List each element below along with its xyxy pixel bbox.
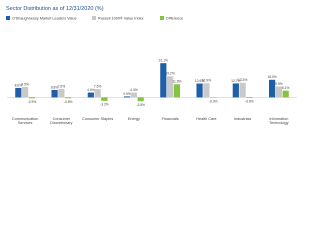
bar <box>239 82 246 98</box>
value-label: 9.5% <box>21 82 29 86</box>
value-label: 0.9% <box>123 92 131 96</box>
bar <box>196 83 203 98</box>
bar <box>275 86 282 98</box>
bar <box>282 90 289 98</box>
bar <box>22 86 29 98</box>
bar <box>51 89 58 98</box>
value-label: 4.4% <box>87 88 95 92</box>
value-label: -0.8% <box>64 100 73 104</box>
bar <box>246 97 253 99</box>
legend-swatch <box>160 16 164 20</box>
value-label: 12.6% <box>195 79 204 83</box>
bar <box>101 97 108 101</box>
value-label: -0.3% <box>209 99 218 103</box>
x-tick-label: Energy <box>127 117 140 121</box>
bar <box>203 83 210 98</box>
value-label: -0.6% <box>245 100 254 104</box>
value-label: 13.3% <box>238 78 247 82</box>
value-label: 12.9% <box>202 79 211 83</box>
bar <box>232 83 239 98</box>
chart-title: Sector Distribution as of 12/31/2020 (%) <box>6 6 104 12</box>
x-tick-label: Information Technology <box>269 117 289 126</box>
value-label: 9.9% <box>275 82 283 86</box>
value-label: 6.1% <box>282 86 290 90</box>
value-label: 12.7% <box>231 79 240 83</box>
value-label: -0.9% <box>28 100 37 104</box>
x-tick-label: Consumer Staples <box>82 117 114 121</box>
value-label: 31.1% <box>159 59 168 63</box>
value-label: 19.2% <box>165 72 174 76</box>
x-tick-label: Consumer Discretionary <box>50 117 73 126</box>
bar <box>123 96 131 98</box>
x-tick-label: Communication Services <box>11 117 39 126</box>
chart-svg: Sector Distribution as of 12/31/2020 (%)… <box>6 6 297 107</box>
value-label: 7.6% <box>58 84 66 88</box>
bar <box>160 63 167 98</box>
bar <box>268 79 276 98</box>
legend-label: Difference <box>166 16 183 20</box>
legend-swatch <box>92 16 96 20</box>
bar <box>58 89 65 98</box>
x-tick-label: Health Care <box>196 117 217 121</box>
legend-label: Russell 1000® Value Index <box>98 16 144 20</box>
value-label: 6.8% <box>51 85 59 89</box>
bar <box>28 97 36 99</box>
bar <box>173 84 181 98</box>
x-tick-label: Industrials <box>233 117 252 121</box>
value-label: 8.6% <box>15 83 23 87</box>
bar <box>94 89 101 98</box>
bar <box>130 92 137 98</box>
x-tick-label: Financials <box>161 117 179 121</box>
bar <box>167 76 174 98</box>
chart: Sector Distribution as of 12/31/2020 (%)… <box>6 6 297 126</box>
bar <box>137 97 144 102</box>
legend-swatch <box>6 16 10 20</box>
value-label: -3.5% <box>136 103 145 107</box>
legend-label: O'Shaughnessy Market Leaders Value <box>12 16 77 20</box>
bar <box>87 92 94 98</box>
bar <box>15 87 22 98</box>
bar <box>65 97 72 99</box>
value-label: 11.9% <box>172 80 181 84</box>
value-label: -3.2% <box>100 103 109 107</box>
value-label: 7.6% <box>94 84 102 88</box>
value-label: 16.0% <box>267 75 276 79</box>
value-label: 4.4% <box>130 88 138 92</box>
